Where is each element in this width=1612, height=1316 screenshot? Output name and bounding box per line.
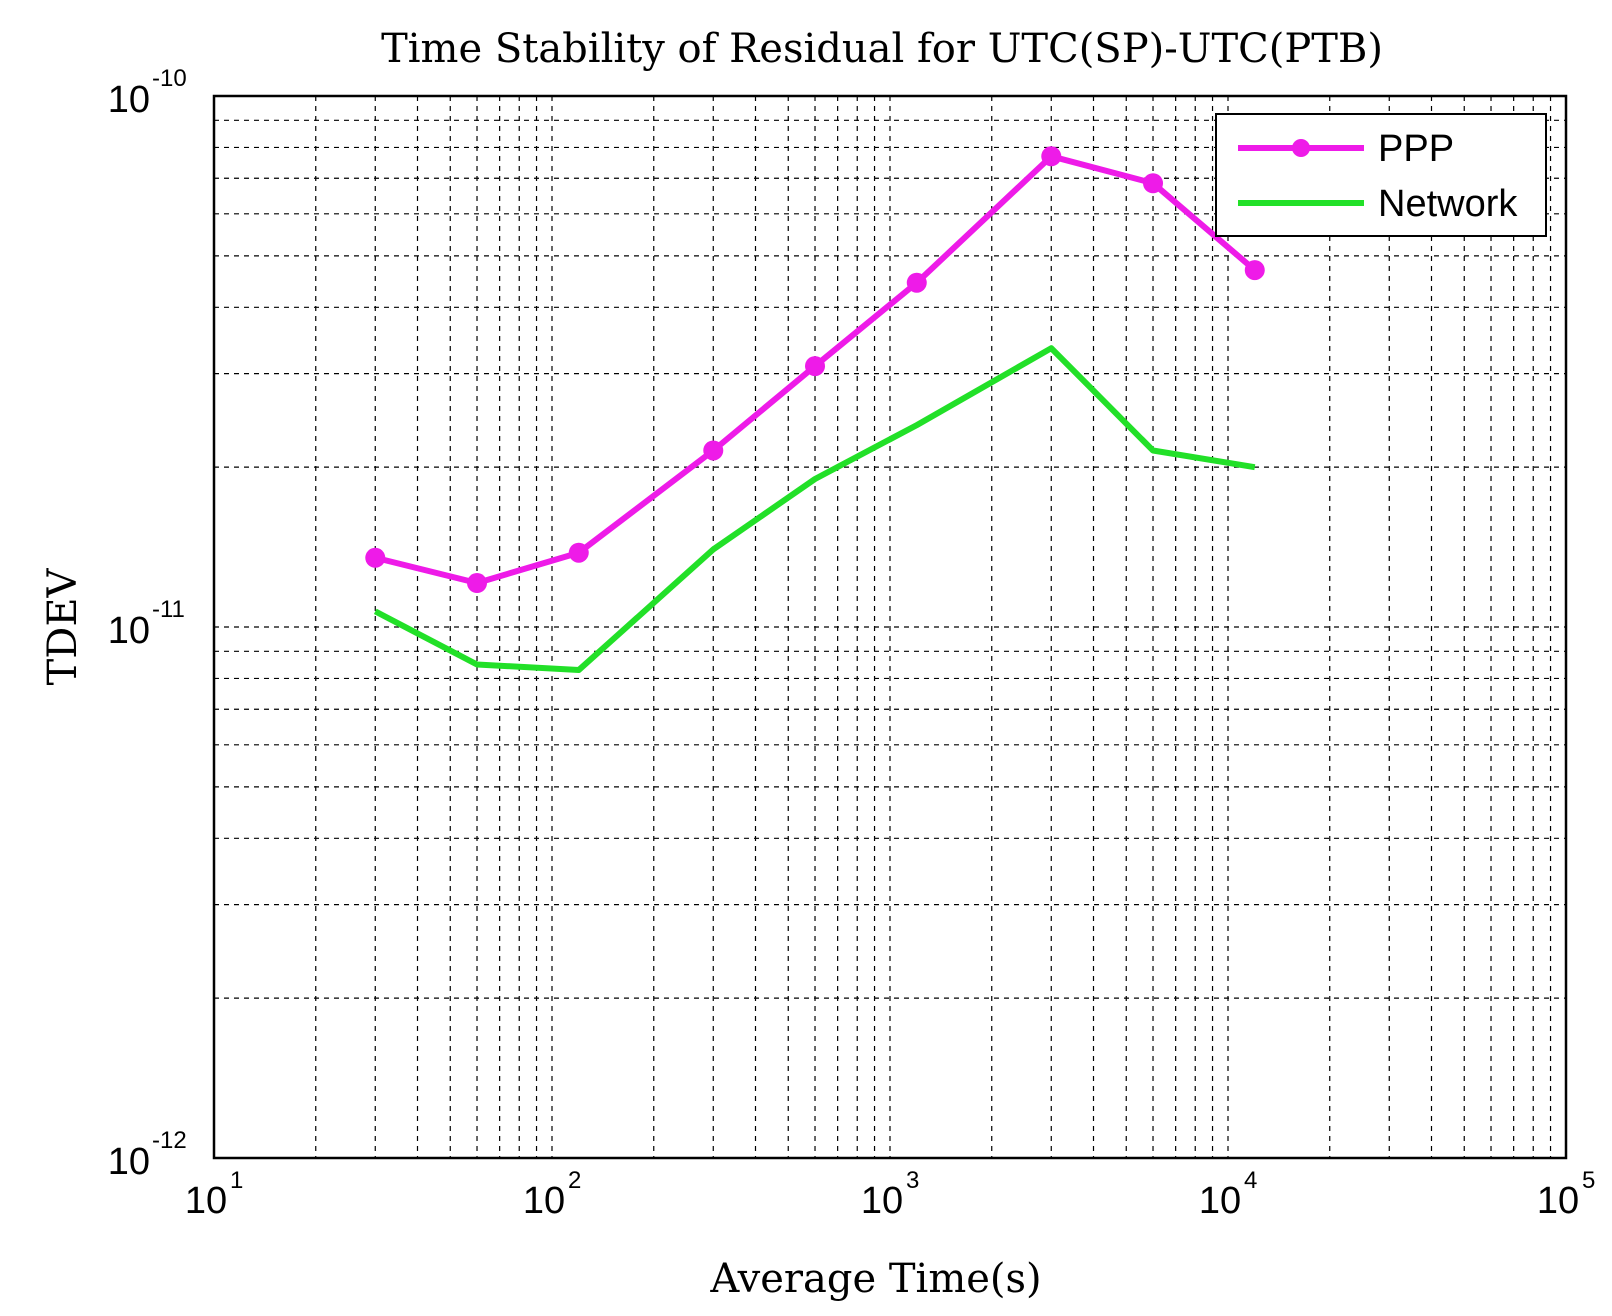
- legend-label-ppp: PPP: [1378, 128, 1454, 170]
- data-point-ppp: [1143, 173, 1164, 194]
- plot-frame: [212, 94, 1568, 1160]
- data-point-ppp: [1041, 146, 1062, 167]
- x-tick-label: 10: [523, 1180, 565, 1222]
- x-tick-exponent: 2: [568, 1167, 581, 1194]
- x-axis-label: Average Time(s): [709, 1256, 1041, 1302]
- series-line-network: [373, 345, 1256, 673]
- y-tick-label: 10: [108, 610, 150, 652]
- x-tick-exponent: 3: [906, 1167, 919, 1194]
- data-point-ppp: [805, 356, 826, 377]
- x-tick-exponent: 5: [1582, 1167, 1595, 1194]
- y-axis-label: TDEV: [40, 567, 86, 685]
- data-point-ppp: [365, 547, 386, 568]
- x-tick-label: 10: [1199, 1180, 1241, 1222]
- data-point-ppp: [467, 573, 488, 594]
- x-tick-exponent: 4: [1244, 1167, 1257, 1194]
- y-tick-exponent: -12: [152, 1127, 187, 1154]
- y-tick-exponent: -10: [152, 65, 187, 92]
- series-layer: [365, 146, 1265, 673]
- legend-marker-ppp: [1292, 139, 1310, 157]
- data-point-ppp: [703, 440, 724, 461]
- x-tick-exponent: 1: [230, 1167, 243, 1194]
- data-point-ppp: [906, 272, 927, 293]
- legend-box: [1215, 113, 1547, 237]
- data-point-ppp: [1244, 260, 1265, 281]
- y-tick-exponent: -11: [152, 596, 185, 623]
- x-tick-label: 10: [185, 1180, 227, 1222]
- x-tick-label: 10: [1537, 1180, 1579, 1222]
- y-tick-label: 10: [108, 1141, 150, 1183]
- legend: PPP Network: [1215, 113, 1547, 237]
- chart-title: Time Stability of Residual for UTC(SP)-U…: [381, 26, 1383, 72]
- legend-label-network: Network: [1378, 183, 1518, 225]
- grid: [214, 96, 1566, 1158]
- y-tick-label: 10: [108, 79, 150, 121]
- data-point-ppp: [568, 542, 589, 563]
- x-tick-label: 10: [861, 1180, 903, 1222]
